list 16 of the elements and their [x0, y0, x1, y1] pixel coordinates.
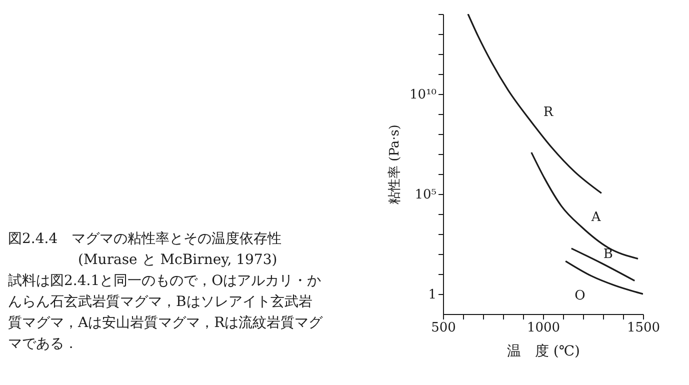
y-tick-label: 10⁵	[414, 188, 436, 202]
x-tick-label: 500	[431, 320, 456, 336]
line-series	[467, 14, 602, 194]
series-label: A	[590, 210, 602, 225]
y-tick-label: 10¹⁰	[410, 88, 436, 102]
text: 試料は図2.4.1と同一のもので，Oはアルカリ・かんらん石玄武岩質マグマ，Bはソレアイト玄武岩質マグマ，Aは安山岩質マグマ，Rは流紋岩質マグマである．	[8, 273, 324, 352]
series-label: O	[574, 288, 586, 304]
series-label: B	[603, 247, 613, 262]
x-tick-label: 1000	[526, 320, 560, 336]
series-label: R	[543, 104, 554, 120]
x-tick-label: 1500	[626, 320, 660, 336]
line-series	[530, 152, 639, 260]
y-tick-label: 1	[428, 288, 436, 302]
text: 図2.4.4 マグマの粘性率とその温度依存性(Murase と McBirney, 1973)	[8, 231, 282, 268]
y-axis-title: 粘性率 (Pa·s)	[386, 124, 403, 204]
x-axis-title: 温 度 (℃)	[506, 344, 580, 360]
